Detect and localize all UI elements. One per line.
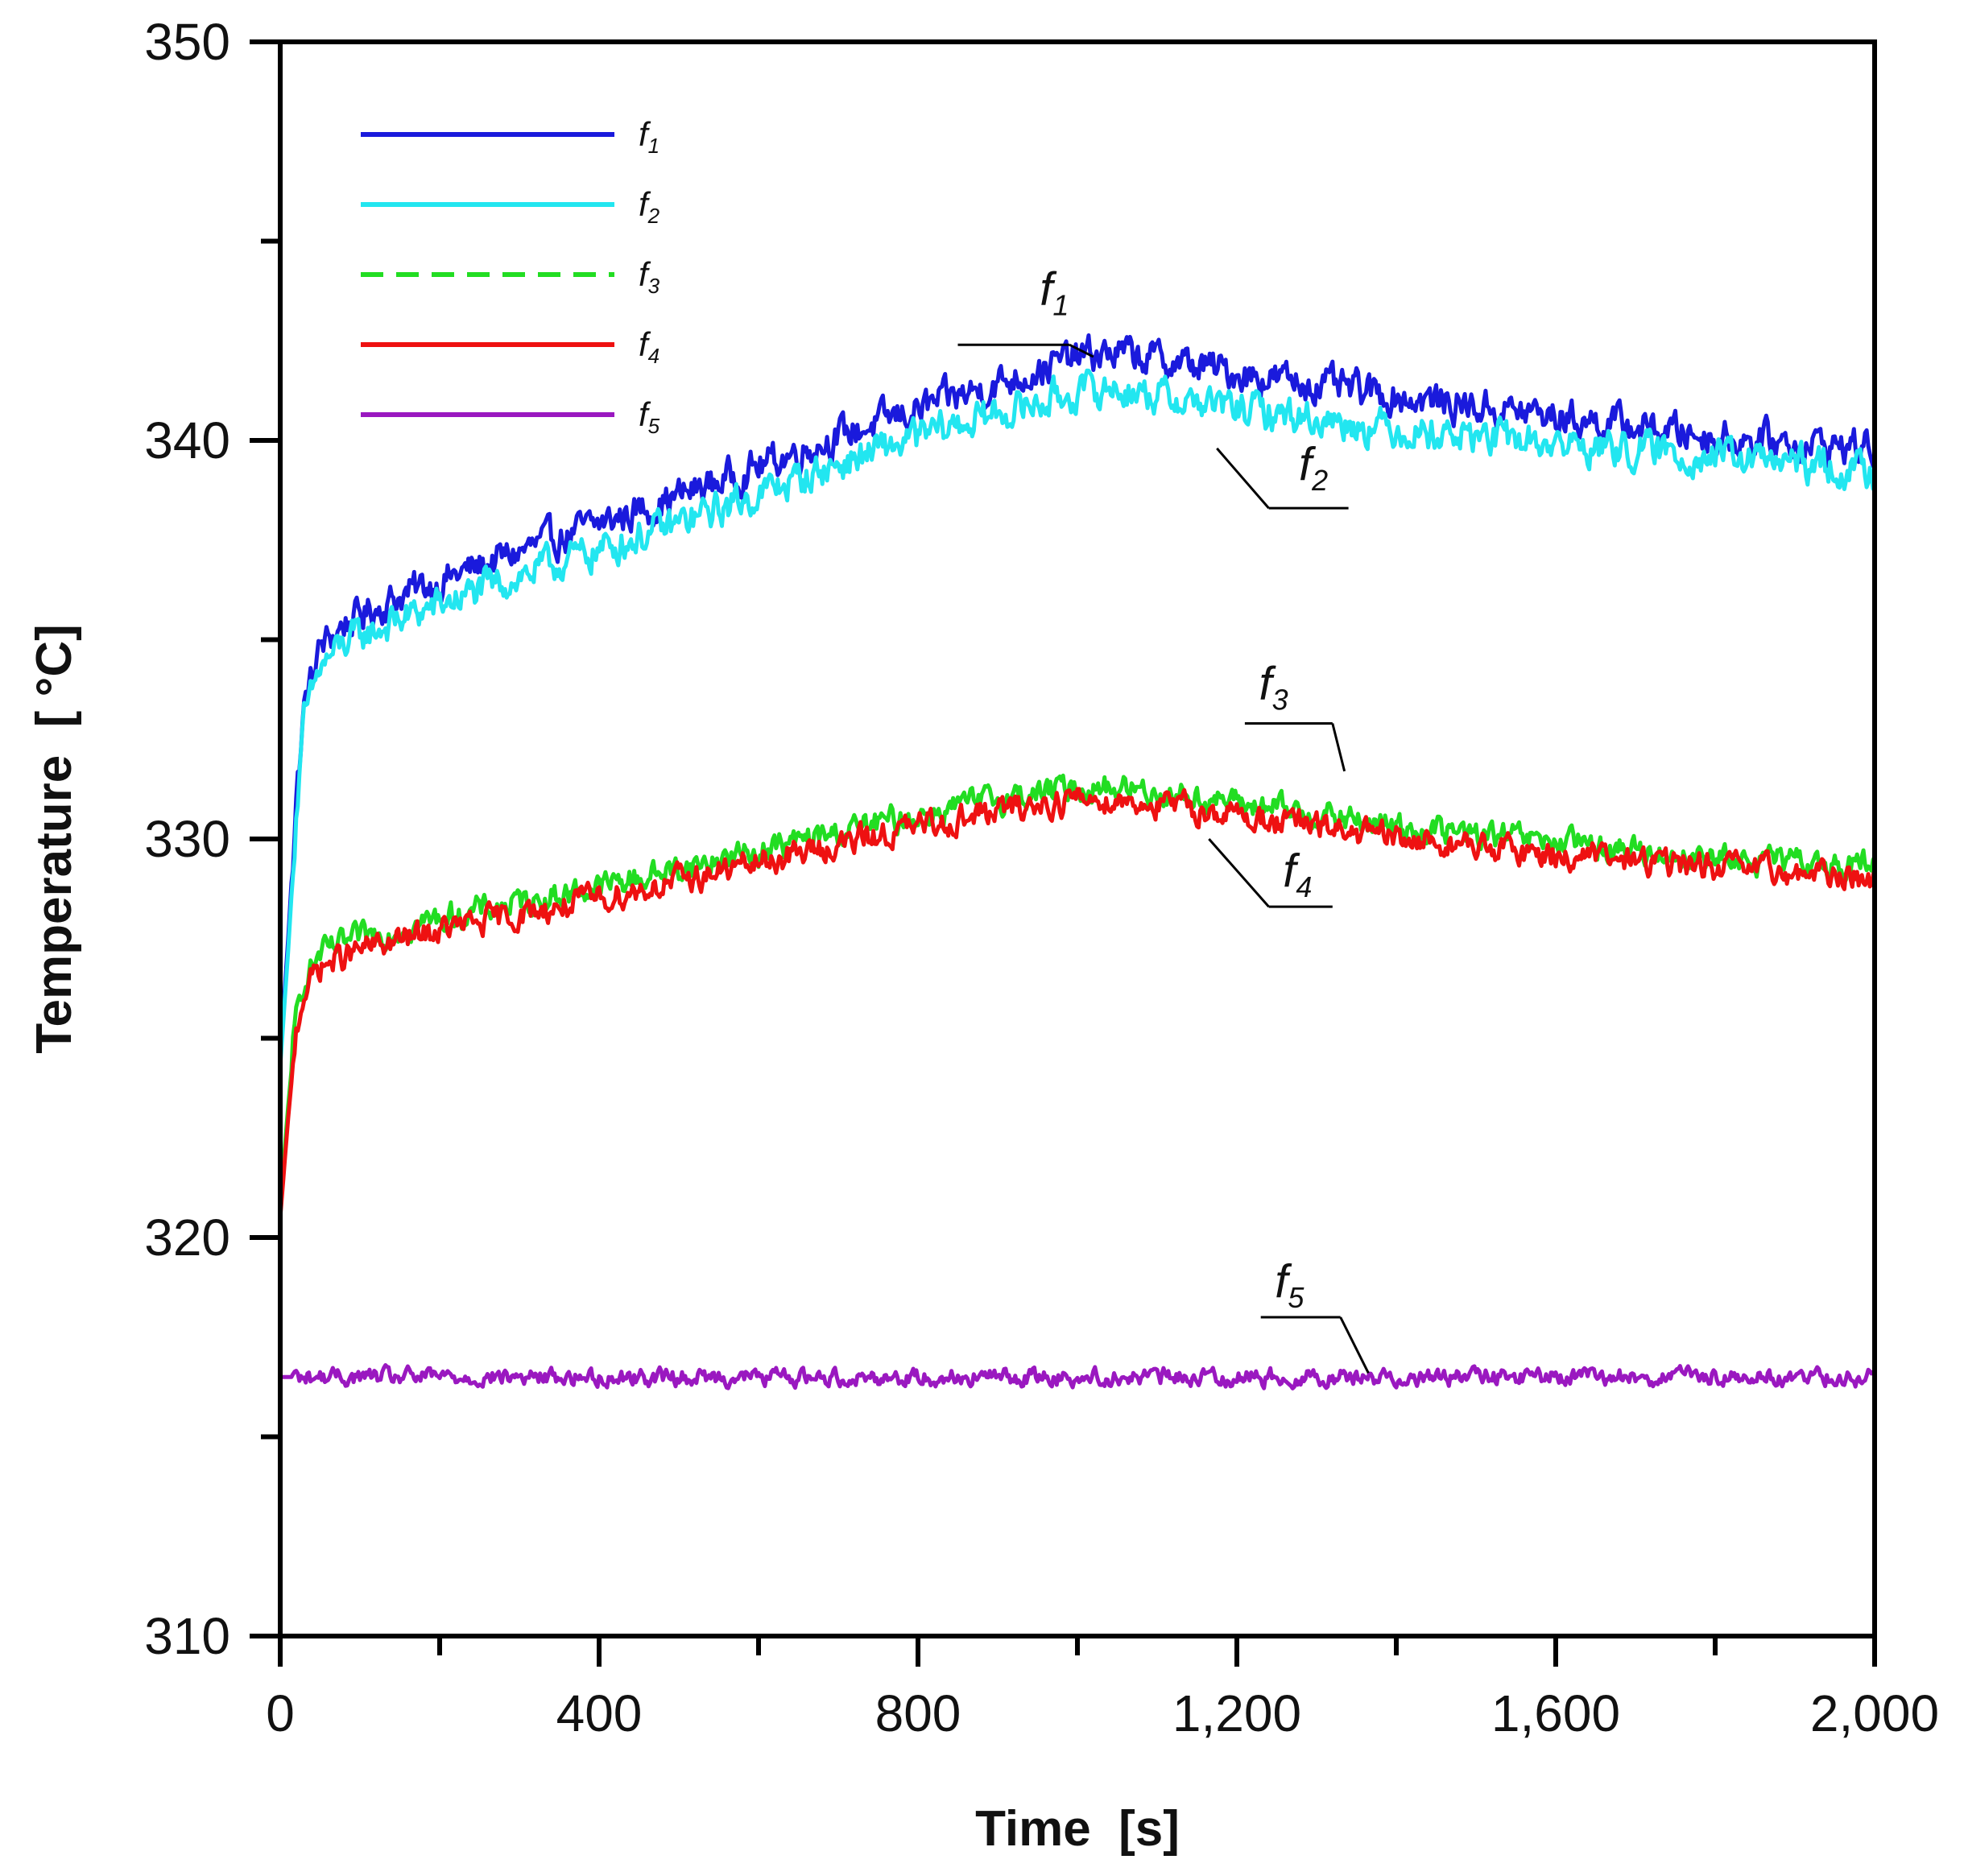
- x-tick-label: 1,200: [1172, 1684, 1301, 1742]
- x-axis-title: Time [s]: [975, 1801, 1180, 1857]
- annotation-label-f2: f2: [1299, 439, 1328, 498]
- annotation-leader: [1069, 343, 1094, 358]
- annotation-label-f4: f4: [1283, 845, 1312, 904]
- series-layer: [278, 333, 1877, 1390]
- series-line-f4: [278, 787, 1877, 1218]
- annotation-leader: [1339, 1316, 1370, 1374]
- annotation-leader: [1208, 838, 1270, 908]
- annotation-leader: [1216, 447, 1270, 510]
- legend-label-f3-subscript: 3: [648, 274, 660, 298]
- y-tick-label: 330: [144, 810, 230, 868]
- series-line-f3: [278, 773, 1877, 1206]
- x-tick-label: 1,600: [1491, 1684, 1620, 1742]
- legend-label-f2: f2: [639, 185, 660, 228]
- y-tick-label: 350: [144, 13, 230, 71]
- x-tick-label: 0: [266, 1684, 295, 1742]
- annotation-label-f3: f3: [1259, 658, 1288, 717]
- annotation-label-f3-subscript: 3: [1272, 683, 1288, 716]
- annotation-leader: [1331, 723, 1346, 772]
- annotation-label-f1: f1: [1040, 263, 1069, 322]
- tick-layer: 0 400 800 1,200 1,600 2,000 310 320 330 340 350: [144, 13, 1939, 1742]
- y-axis-title: Temperature [ °C]: [27, 624, 82, 1054]
- legend-label-f2-subscript: 2: [647, 204, 660, 228]
- legend: f1 f2 f3 f4 f5: [361, 115, 660, 438]
- x-tick-label: 400: [556, 1684, 643, 1742]
- legend-label-f4-subscript: 4: [648, 344, 659, 368]
- series-line-f1: [278, 333, 1877, 1059]
- series-line-f2: [278, 368, 1877, 1067]
- series-line-f5: [279, 1363, 1877, 1390]
- annotation-label-f1-subscript: 1: [1052, 288, 1069, 321]
- legend-label-f4: f4: [639, 325, 659, 368]
- legend-label-f1-subscript: 1: [648, 134, 659, 158]
- annotation-label-f4-subscript: 4: [1296, 870, 1312, 903]
- legend-label-f3: f3: [639, 255, 660, 298]
- legend-label-f1: f1: [639, 115, 659, 158]
- legend-label-f5: f5: [639, 395, 660, 438]
- y-tick-label: 320: [144, 1209, 230, 1267]
- annotation-label-f5-subscript: 5: [1288, 1281, 1305, 1314]
- x-tick-label: 800: [875, 1684, 961, 1742]
- annotation-label-f2-subscript: 2: [1311, 464, 1328, 497]
- annotation-label-f5: f5: [1275, 1255, 1305, 1314]
- y-tick-label: 340: [144, 411, 230, 469]
- x-tick-label: 2,000: [1810, 1684, 1939, 1742]
- y-tick-label: 310: [144, 1607, 230, 1665]
- legend-label-f5-subscript: 5: [648, 414, 660, 438]
